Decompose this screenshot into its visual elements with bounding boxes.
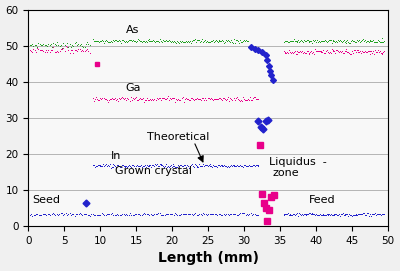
Text: As: As xyxy=(126,25,139,35)
Text: Liquidus  -: Liquidus - xyxy=(269,157,327,167)
Text: Feed: Feed xyxy=(309,195,336,205)
X-axis label: Length (mm): Length (mm) xyxy=(158,251,259,265)
Text: In: In xyxy=(111,151,122,161)
Text: Ga: Ga xyxy=(126,83,141,93)
Text: Seed: Seed xyxy=(32,195,60,205)
Text: Grown crystal: Grown crystal xyxy=(115,166,192,176)
Text: Theoretical: Theoretical xyxy=(147,131,210,141)
Text: zone: zone xyxy=(273,168,300,178)
